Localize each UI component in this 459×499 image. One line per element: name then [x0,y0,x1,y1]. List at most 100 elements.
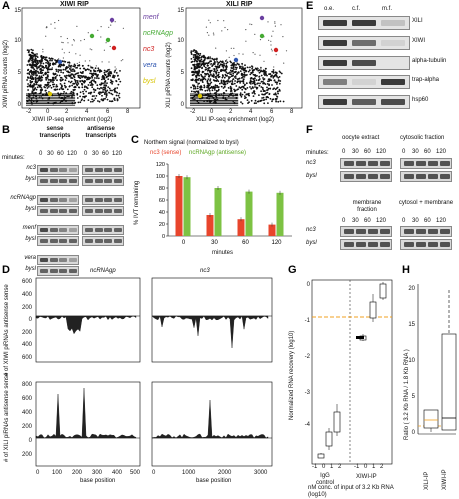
time-label: 120 [376,218,387,224]
scatter-point [86,87,89,90]
ytick: 600 [21,355,32,361]
y-tick-label: 80 [159,186,165,192]
scatter-point [83,81,86,84]
scatter-point [117,83,120,86]
scatter-point [219,82,221,85]
scatter-point [195,67,198,69]
scatter-point [259,100,262,102]
gel-strip [82,176,124,186]
scatter-point [225,62,228,65]
scatter-point [79,91,82,94]
scatter-point [63,91,65,93]
x-tick-label: 60 [242,240,249,246]
scatter-point [238,77,241,80]
scatter-point [250,99,253,102]
scatter-point [204,62,207,65]
scatter-point [194,51,197,54]
scatter-point [70,64,72,67]
scatter-point [32,54,34,57]
scatter-point [200,56,203,59]
scatter-point [98,100,101,103]
scatter-point [71,84,73,87]
scatter-point [89,91,92,94]
scatter-point [89,77,92,79]
scatter-point [36,53,38,55]
scatter-point [227,87,230,89]
scatter-point [33,68,36,71]
scatter-point [268,39,270,41]
scatter-point [270,75,272,78]
scatter-point [227,76,230,78]
scatter-point [208,90,211,92]
scatter-point [32,64,34,66]
scatter-point [108,26,110,28]
time-label: 120 [436,218,447,224]
scatter-point [256,67,259,69]
panel-d-xlabel-left: base position [80,478,116,484]
scatter-point [58,19,60,22]
scatter-point [190,51,193,54]
scatter-point [194,55,197,57]
ytick: 600 [21,279,32,285]
scatter-point [259,54,261,56]
scatter-point [52,62,55,65]
scatter-point [38,65,41,67]
scatter-point [195,57,197,60]
scatter-point [208,74,211,77]
scatter-point [222,87,225,89]
gel-band [440,229,450,234]
scatter-point [80,99,83,102]
gel-band [113,228,122,232]
scatter-point [38,79,41,82]
scatter-point [220,85,223,88]
scatter-point [262,99,265,101]
scatter-point [105,84,108,87]
plot-frame [311,279,393,465]
bar [268,224,276,236]
scatter-point [44,84,46,86]
gene-label: menf [22,225,36,231]
scatter-point [97,74,99,76]
scatter-point [201,78,204,81]
box-xiwi [441,333,457,431]
scatter-point [253,102,256,105]
scatter-point [115,94,118,97]
xtick: 2 [229,109,233,115]
series-label-ncrnagp: ncRNAgp (antisense) [189,150,247,156]
gel-band [68,168,77,172]
scatter-point [206,82,209,84]
scatter-point [262,78,265,81]
panel-f-times-3: 0 30 60 120 [340,218,390,226]
scatter-point [67,42,69,44]
scatter-point [258,71,261,74]
gel-strip [82,206,124,216]
scatter-point [68,64,70,67]
scatter-point [206,79,209,82]
ytick: 200 [21,330,32,336]
scatter-point [54,27,56,29]
scatter-point [268,79,271,82]
scatter-point [104,82,106,84]
scatter-point [193,90,195,93]
scatter-point [240,95,243,98]
scatter-point [255,102,257,104]
scatter-point [280,72,283,75]
scatter-point [198,77,201,80]
highlight-point [57,59,63,65]
scatter-point [190,79,193,81]
scatter-point [83,96,86,99]
scatter-point [213,89,216,91]
scatter-point [62,71,65,74]
gel-band [85,209,93,213]
scatter-point [256,82,259,85]
scatter-point [77,72,80,74]
scatter-point [230,47,232,49]
scatter-point [260,90,262,93]
scatter-point [35,88,38,91]
ytick: 800 [21,382,32,388]
gel-band [85,239,93,243]
scatter-point [30,56,32,59]
scatter-point [243,76,246,78]
scatter-point [231,80,234,82]
scatter-point [100,87,102,89]
